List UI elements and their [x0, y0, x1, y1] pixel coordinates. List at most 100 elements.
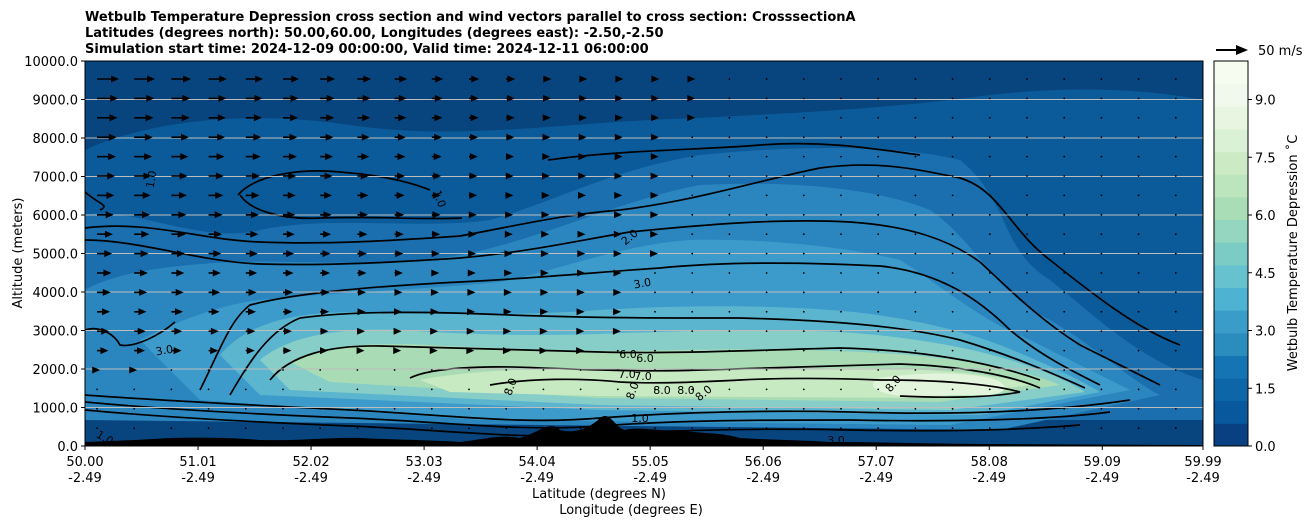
x-tick-longitude: -2.49: [181, 471, 215, 486]
wind-vector-dot: [988, 407, 991, 410]
wind-vector: [394, 153, 406, 161]
wind-vector-dot: [1063, 78, 1066, 80]
colorbar-tick-label: 4.5: [1255, 267, 1276, 282]
wind-vector: [613, 288, 622, 296]
wind-vector: [208, 308, 220, 316]
wind-vector: [171, 327, 183, 335]
wind-vector-dot: [765, 78, 768, 80]
wind-vector-dot: [691, 407, 694, 410]
colorbar-band: [1214, 287, 1248, 311]
x-axis-label-latitude: Latitude (degrees N): [532, 487, 666, 502]
wind-vector-dot: [96, 447, 98, 449]
wind-vector-dot: [728, 272, 731, 274]
wind-vector-dot: [988, 252, 991, 255]
wind-vector-dot: [914, 155, 917, 158]
wind-vector: [431, 269, 440, 277]
wind-vector-dot: [765, 427, 768, 430]
wind-vector: [577, 250, 586, 258]
wind-vector-dot: [988, 213, 991, 216]
wind-vector: [614, 114, 623, 122]
colorbar-tick-label: 1.5: [1255, 382, 1276, 397]
wind-vector: [578, 153, 587, 161]
wind-vector: [320, 94, 335, 102]
x-tick-longitude: -2.49: [859, 471, 893, 486]
wind-vector-dot: [1063, 155, 1066, 158]
wind-vector-dot: [691, 175, 694, 177]
wind-vector-dot: [877, 233, 880, 236]
wind-vector: [579, 94, 588, 102]
wind-vector: [171, 75, 192, 83]
wind-vector: [651, 94, 660, 102]
wind-vector: [208, 347, 219, 355]
wind-vector-dot: [840, 136, 842, 139]
wind-vector: [650, 250, 659, 258]
x-tick-longitude: -2.49: [1186, 471, 1220, 486]
wind-vector: [687, 114, 696, 122]
wind-vector-dot: [765, 388, 768, 391]
wind-vector-dot: [580, 447, 582, 449]
wind-vector-dot: [951, 116, 954, 119]
wind-vector-dot: [802, 194, 805, 197]
wind-vector-dot: [245, 447, 247, 449]
wind-vector: [283, 172, 297, 180]
wind-vector: [467, 308, 476, 316]
wind-vector: [539, 347, 548, 355]
wind-vector: [171, 172, 188, 180]
wind-vector: [357, 153, 370, 161]
wind-vector-dot: [988, 427, 991, 430]
wind-vector-dot: [1026, 349, 1028, 352]
wind-vector-dot: [914, 252, 917, 255]
wind-vector-dot: [728, 369, 731, 371]
contour-line-5: [229, 311, 1086, 396]
wind-vector: [469, 153, 478, 161]
wind-vector: [430, 288, 439, 296]
wind-vector: [245, 269, 258, 277]
colorbar-tick-label: 7.5: [1255, 151, 1276, 166]
x-tick-latitude: 52.02: [292, 455, 329, 470]
x-axis-label-longitude: Longitude (degrees E): [559, 503, 703, 518]
wind-vector: [576, 308, 585, 316]
wind-vector-dot: [914, 369, 917, 371]
wind-vector-dot: [952, 447, 954, 449]
wind-vector: [320, 327, 329, 335]
wind-vector-dot: [951, 369, 954, 371]
gridlines: [85, 99, 1203, 408]
wind-vector-dot: [1026, 291, 1028, 294]
wind-vector-dot: [1063, 447, 1065, 449]
wind-vector-dot: [1174, 194, 1177, 197]
wind-vector-dot: [1137, 194, 1140, 197]
wind-vector-dot: [802, 272, 805, 274]
wind-vector: [283, 94, 299, 102]
wind-vector: [612, 327, 621, 335]
wind-vector-dot: [802, 330, 805, 333]
wind-vector-dot: [430, 369, 433, 371]
wind-vector: [576, 288, 585, 296]
wind-vector-dot: [1063, 116, 1066, 119]
wind-vector-dot: [765, 116, 768, 119]
wind-vector: [171, 94, 191, 102]
wind-vector: [283, 114, 299, 122]
wind-vector: [542, 114, 551, 122]
wind-vector: [97, 288, 111, 296]
contour-label: 1.0: [631, 412, 649, 425]
wind-vector-dot: [802, 407, 805, 410]
wind-vector: [614, 211, 623, 219]
wind-vector-dot: [840, 116, 842, 119]
contour-label: 6.0: [619, 348, 637, 361]
wind-vector: [245, 347, 255, 355]
wind-vector-dot: [616, 388, 619, 391]
wind-vector: [394, 114, 407, 122]
wind-vector-dot: [802, 136, 805, 139]
wind-vector: [431, 250, 440, 258]
wind-vector: [578, 172, 587, 180]
wind-vector-dot: [951, 175, 954, 177]
wind-vector-dot: [468, 427, 470, 430]
wind-vector-dot: [802, 155, 805, 158]
wind-vector: [541, 211, 550, 219]
wind-vector: [320, 211, 332, 219]
wind-vector-dot: [133, 427, 136, 430]
colorbar-frame: [1213, 60, 1249, 447]
wind-vector: [542, 153, 551, 161]
wind-vector-dot: [840, 330, 842, 333]
wind-vector-dot: [1137, 349, 1140, 352]
